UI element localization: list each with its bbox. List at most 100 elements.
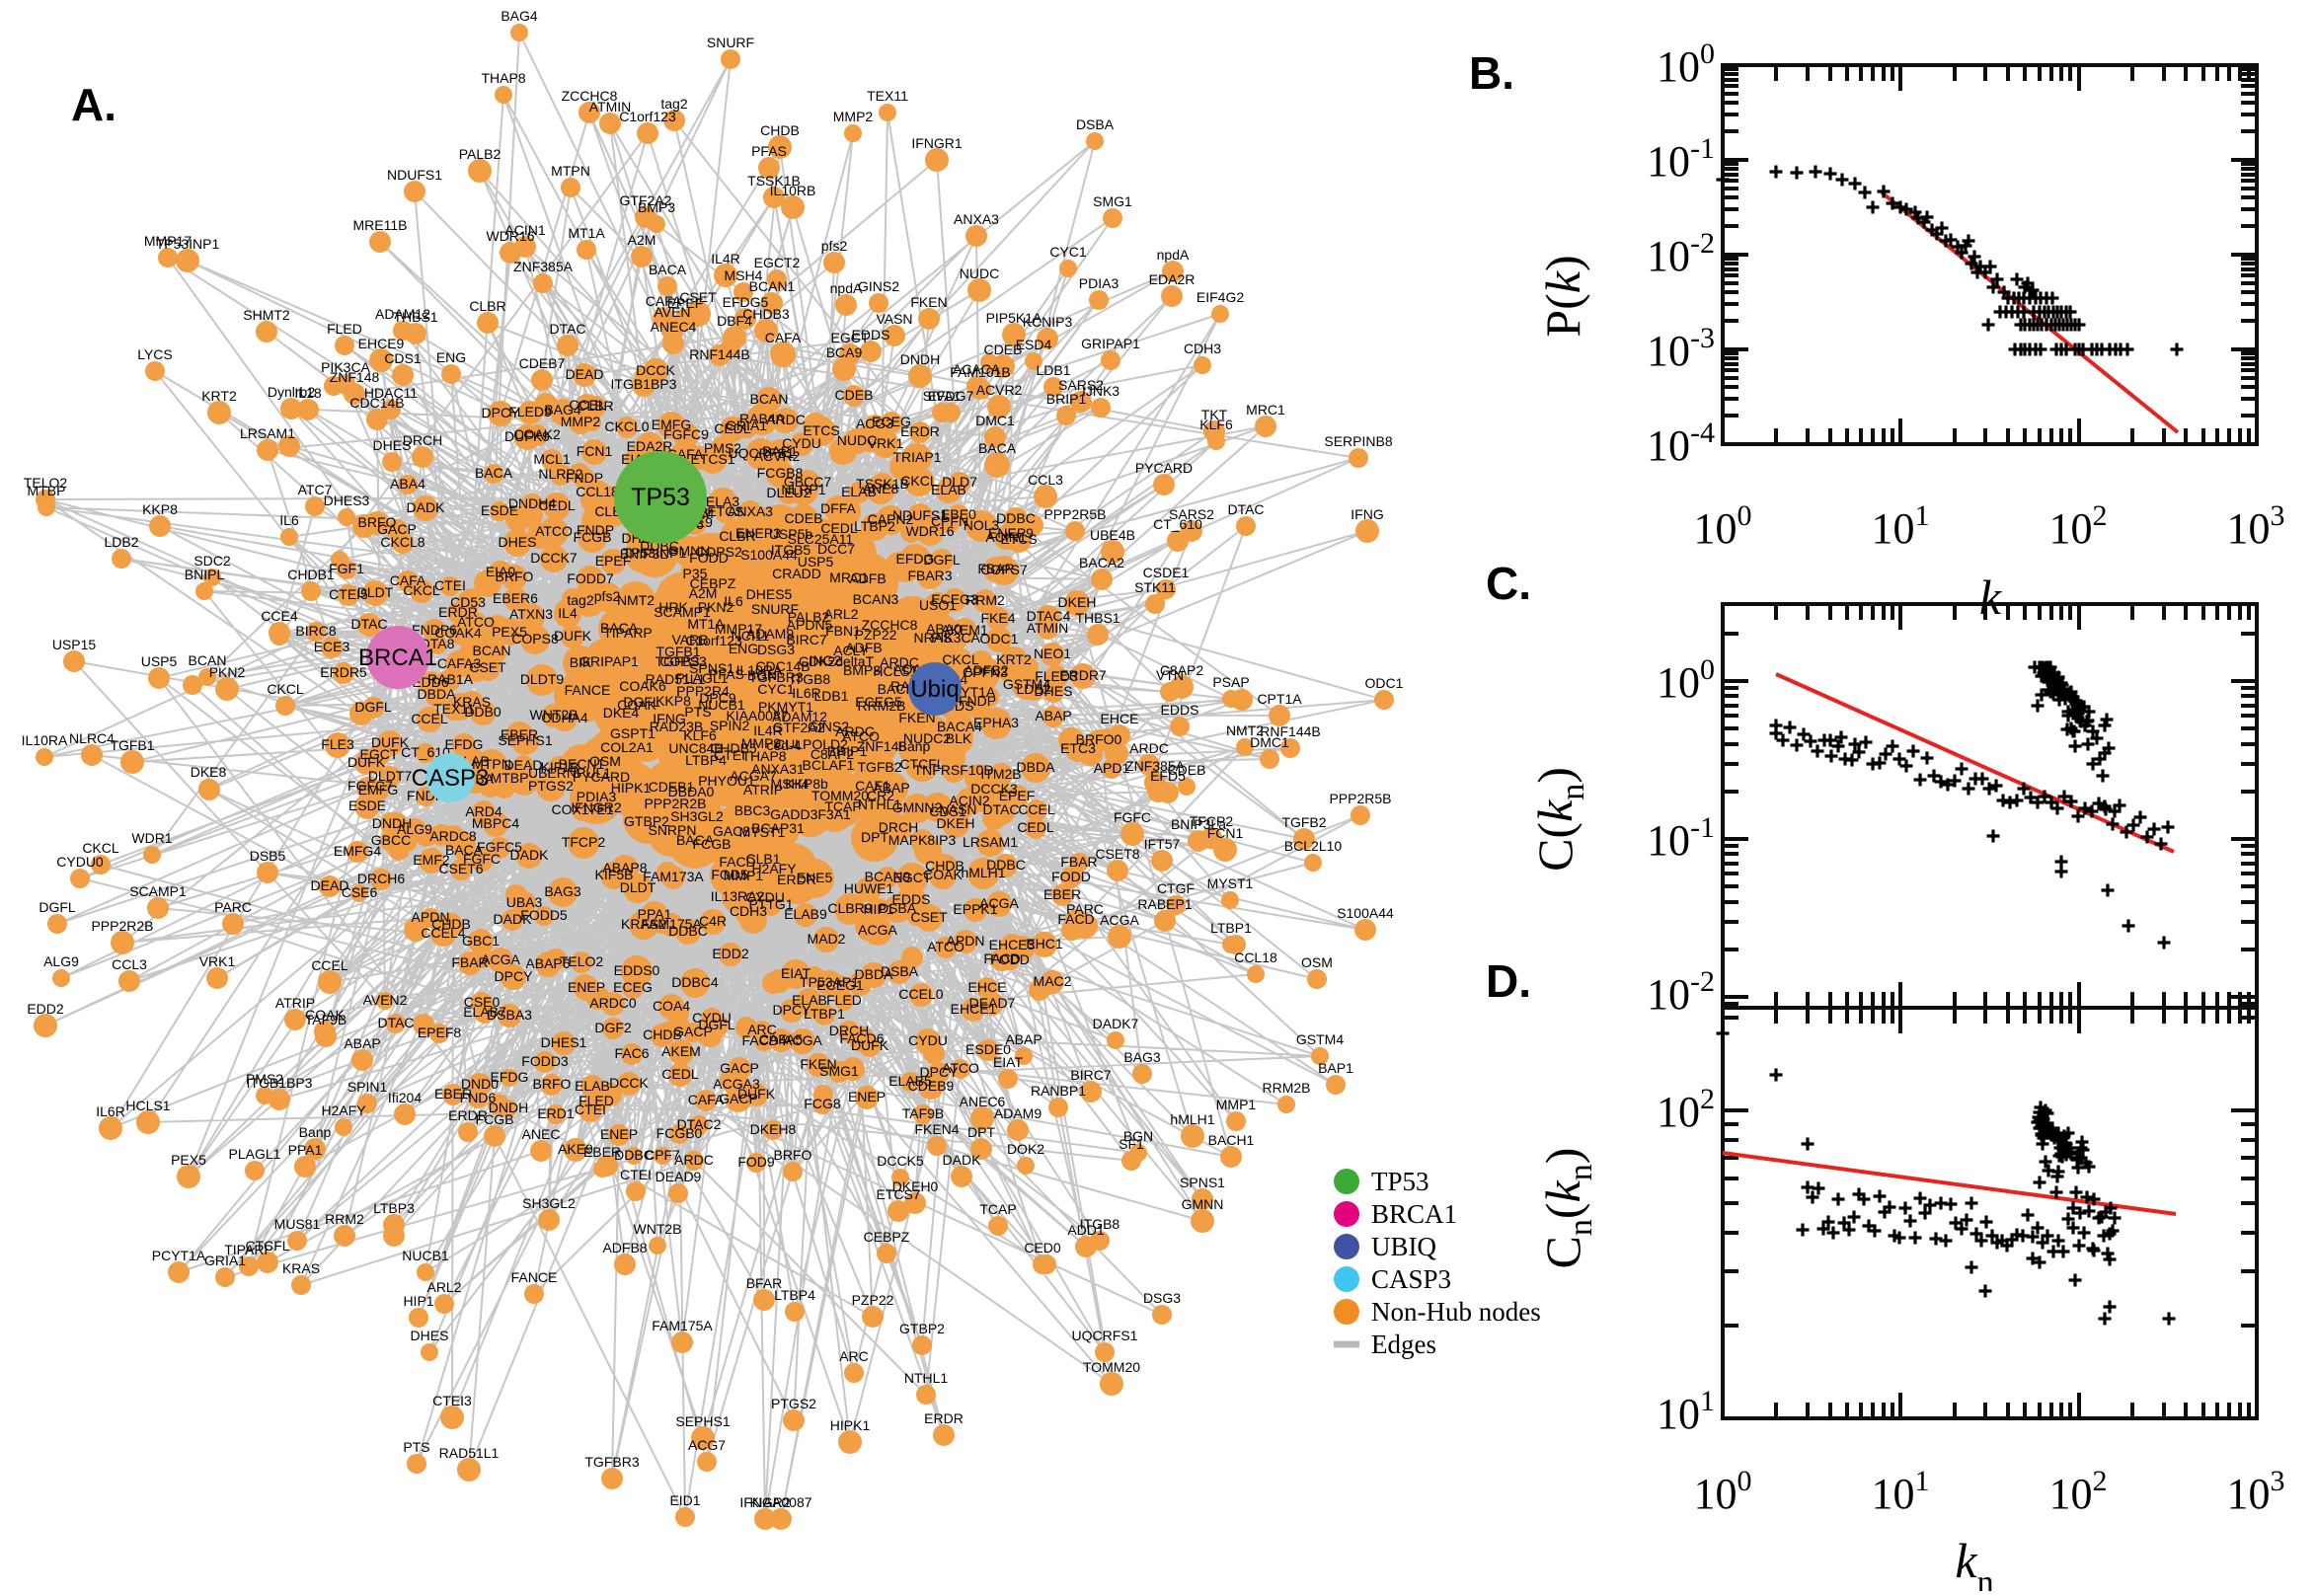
svg-text:PFAS: PFAS bbox=[751, 143, 787, 159]
svg-text:CYDU: CYDU bbox=[908, 1032, 948, 1048]
svg-text:DCCK5: DCCK5 bbox=[877, 1153, 924, 1169]
svg-text:HIPK1: HIPK1 bbox=[830, 1417, 871, 1433]
svg-text:DMC1: DMC1 bbox=[975, 413, 1015, 428]
svg-text:Edges: Edges bbox=[1371, 1330, 1436, 1359]
svg-text:BCA9: BCA9 bbox=[826, 344, 863, 360]
svg-text:DUFK: DUFK bbox=[851, 1037, 889, 1053]
svg-text:CCEL: CCEL bbox=[311, 957, 348, 973]
svg-text:ENEP: ENEP bbox=[568, 979, 605, 995]
svg-text:FLED3: FLED3 bbox=[1035, 668, 1078, 684]
svg-text:MTBP: MTBP bbox=[28, 483, 66, 498]
svg-text:DCCK3: DCCK3 bbox=[970, 781, 1018, 797]
svg-text:RABEP1: RABEP1 bbox=[1137, 896, 1192, 912]
svg-text:MRC1: MRC1 bbox=[1246, 402, 1285, 418]
svg-text:pfs2: pfs2 bbox=[821, 238, 848, 254]
svg-text:npdA: npdA bbox=[1157, 247, 1190, 263]
svg-text:BAG3: BAG3 bbox=[1123, 1049, 1161, 1065]
svg-text:DEAD: DEAD bbox=[311, 877, 349, 893]
svg-text:BRCA1: BRCA1 bbox=[1371, 1199, 1457, 1229]
svg-text:ZNF385A: ZNF385A bbox=[513, 259, 574, 274]
svg-text:FNDP: FNDP bbox=[959, 693, 996, 709]
svg-text:HDAC11: HDAC11 bbox=[364, 385, 418, 401]
svg-text:DGFL: DGFL bbox=[354, 699, 392, 715]
svg-text:NUDC: NUDC bbox=[960, 266, 999, 281]
svg-text:ERDR: ERDR bbox=[924, 1410, 964, 1426]
svg-text:EID1: EID1 bbox=[669, 1492, 700, 1508]
svg-text:HRK: HRK bbox=[658, 599, 688, 615]
svg-text:CASP3: CASP3 bbox=[1371, 1264, 1451, 1294]
svg-text:CYDU: CYDU bbox=[745, 889, 785, 905]
svg-text:EPEF8: EPEF8 bbox=[418, 1025, 462, 1040]
svg-text:NLRC4: NLRC4 bbox=[69, 730, 115, 746]
svg-text:BIK: BIK bbox=[570, 654, 592, 670]
svg-text:PALB2: PALB2 bbox=[459, 146, 502, 162]
svg-text:NUDC: NUDC bbox=[837, 432, 877, 448]
svg-text:WNT2B: WNT2B bbox=[634, 1221, 682, 1237]
svg-text:ESD4: ESD4 bbox=[1016, 337, 1052, 352]
svg-text:FANCE: FANCE bbox=[565, 682, 611, 698]
svg-text:ACGA: ACGA bbox=[783, 1032, 822, 1048]
svg-text:BRIP1: BRIP1 bbox=[1046, 391, 1087, 407]
svg-text:DADK: DADK bbox=[407, 499, 446, 515]
svg-text:DKEH8: DKEH8 bbox=[750, 1121, 797, 1137]
svg-text:ARDC: ARDC bbox=[766, 412, 806, 427]
svg-text:CCE4: CCE4 bbox=[261, 608, 298, 624]
svg-text:MCL1: MCL1 bbox=[533, 451, 571, 467]
svg-text:GRIPAP1: GRIPAP1 bbox=[1081, 336, 1140, 351]
svg-text:CHDB: CHDB bbox=[760, 122, 800, 138]
svg-text:DTAC4: DTAC4 bbox=[1027, 608, 1071, 624]
svg-text:CCEL0: CCEL0 bbox=[898, 986, 943, 1002]
svg-text:RRM2: RRM2 bbox=[325, 1211, 364, 1227]
svg-text:PDIA3: PDIA3 bbox=[1079, 275, 1119, 291]
svg-text:ACG7: ACG7 bbox=[688, 1437, 726, 1453]
svg-text:FOD9: FOD9 bbox=[737, 1154, 775, 1170]
svg-text:ADAM9: ADAM9 bbox=[994, 1105, 1042, 1121]
svg-text:GMNN2: GMNN2 bbox=[892, 799, 943, 815]
svg-text:DSG3: DSG3 bbox=[1143, 1290, 1181, 1306]
svg-text:ENEP3: ENEP3 bbox=[735, 525, 781, 541]
svg-text:ENEP: ENEP bbox=[600, 1126, 638, 1142]
svg-text:GBCC: GBCC bbox=[371, 832, 411, 848]
svg-text:IL4: IL4 bbox=[558, 605, 578, 621]
svg-text:DNDH: DNDH bbox=[900, 351, 940, 367]
svg-text:CCL18: CCL18 bbox=[1234, 950, 1277, 965]
svg-text:FAM101B: FAM101B bbox=[950, 364, 1010, 380]
svg-text:CDHA4: CDHA4 bbox=[541, 710, 588, 725]
svg-text:DCCK: DCCK bbox=[636, 362, 675, 378]
svg-text:CED0: CED0 bbox=[1024, 1240, 1061, 1255]
svg-text:BIRC7: BIRC7 bbox=[786, 632, 826, 647]
svg-text:PIK3CA: PIK3CA bbox=[321, 359, 370, 375]
svg-text:BAG3: BAG3 bbox=[544, 883, 581, 899]
svg-text:DLDT: DLDT bbox=[620, 879, 656, 895]
svg-text:FGFC5: FGFC5 bbox=[477, 839, 522, 855]
svg-text:UBIQ: UBIQ bbox=[1371, 1232, 1436, 1261]
svg-text:DFFA: DFFA bbox=[820, 500, 856, 516]
svg-text:FLE3: FLE3 bbox=[321, 736, 354, 752]
svg-text:DDBC: DDBC bbox=[986, 857, 1026, 873]
svg-text:P(k): P(k) bbox=[1535, 255, 1590, 337]
svg-text:NMT2: NMT2 bbox=[617, 592, 655, 608]
svg-text:COAK6: COAK6 bbox=[619, 678, 666, 694]
svg-text:FCG8: FCG8 bbox=[804, 1096, 841, 1111]
svg-text:DTAC: DTAC bbox=[377, 1015, 414, 1030]
svg-text:ESDE: ESDE bbox=[481, 502, 518, 518]
svg-text:CEDL: CEDL bbox=[820, 520, 858, 536]
svg-text:DOK2: DOK2 bbox=[1007, 1141, 1044, 1157]
svg-text:ADFB: ADFB bbox=[849, 570, 886, 586]
svg-text:ADD1: ADD1 bbox=[1067, 1222, 1105, 1238]
svg-text:FNDP: FNDP bbox=[566, 470, 603, 486]
svg-text:ELAB: ELAB bbox=[841, 484, 877, 499]
svg-text:UBE4B: UBE4B bbox=[1090, 527, 1135, 543]
svg-text:ced-4: ced-4 bbox=[766, 737, 801, 753]
svg-text:SPIN1: SPIN1 bbox=[347, 1079, 388, 1095]
svg-text:BFAR: BFAR bbox=[746, 1275, 783, 1291]
svg-text:KRAS: KRAS bbox=[282, 1260, 320, 1276]
svg-text:NTHL1: NTHL1 bbox=[904, 1370, 949, 1386]
svg-text:ERDR: ERDR bbox=[448, 1107, 488, 1123]
svg-text:Non-Hub nodes: Non-Hub nodes bbox=[1371, 1297, 1541, 1327]
svg-text:FLED: FLED bbox=[327, 321, 362, 337]
svg-text:COAK2: COAK2 bbox=[513, 426, 561, 442]
svg-text:ITGB5: ITGB5 bbox=[771, 542, 811, 558]
svg-text:ATRIP: ATRIP bbox=[275, 995, 315, 1011]
svg-text:TKT: TKT bbox=[1201, 407, 1228, 422]
